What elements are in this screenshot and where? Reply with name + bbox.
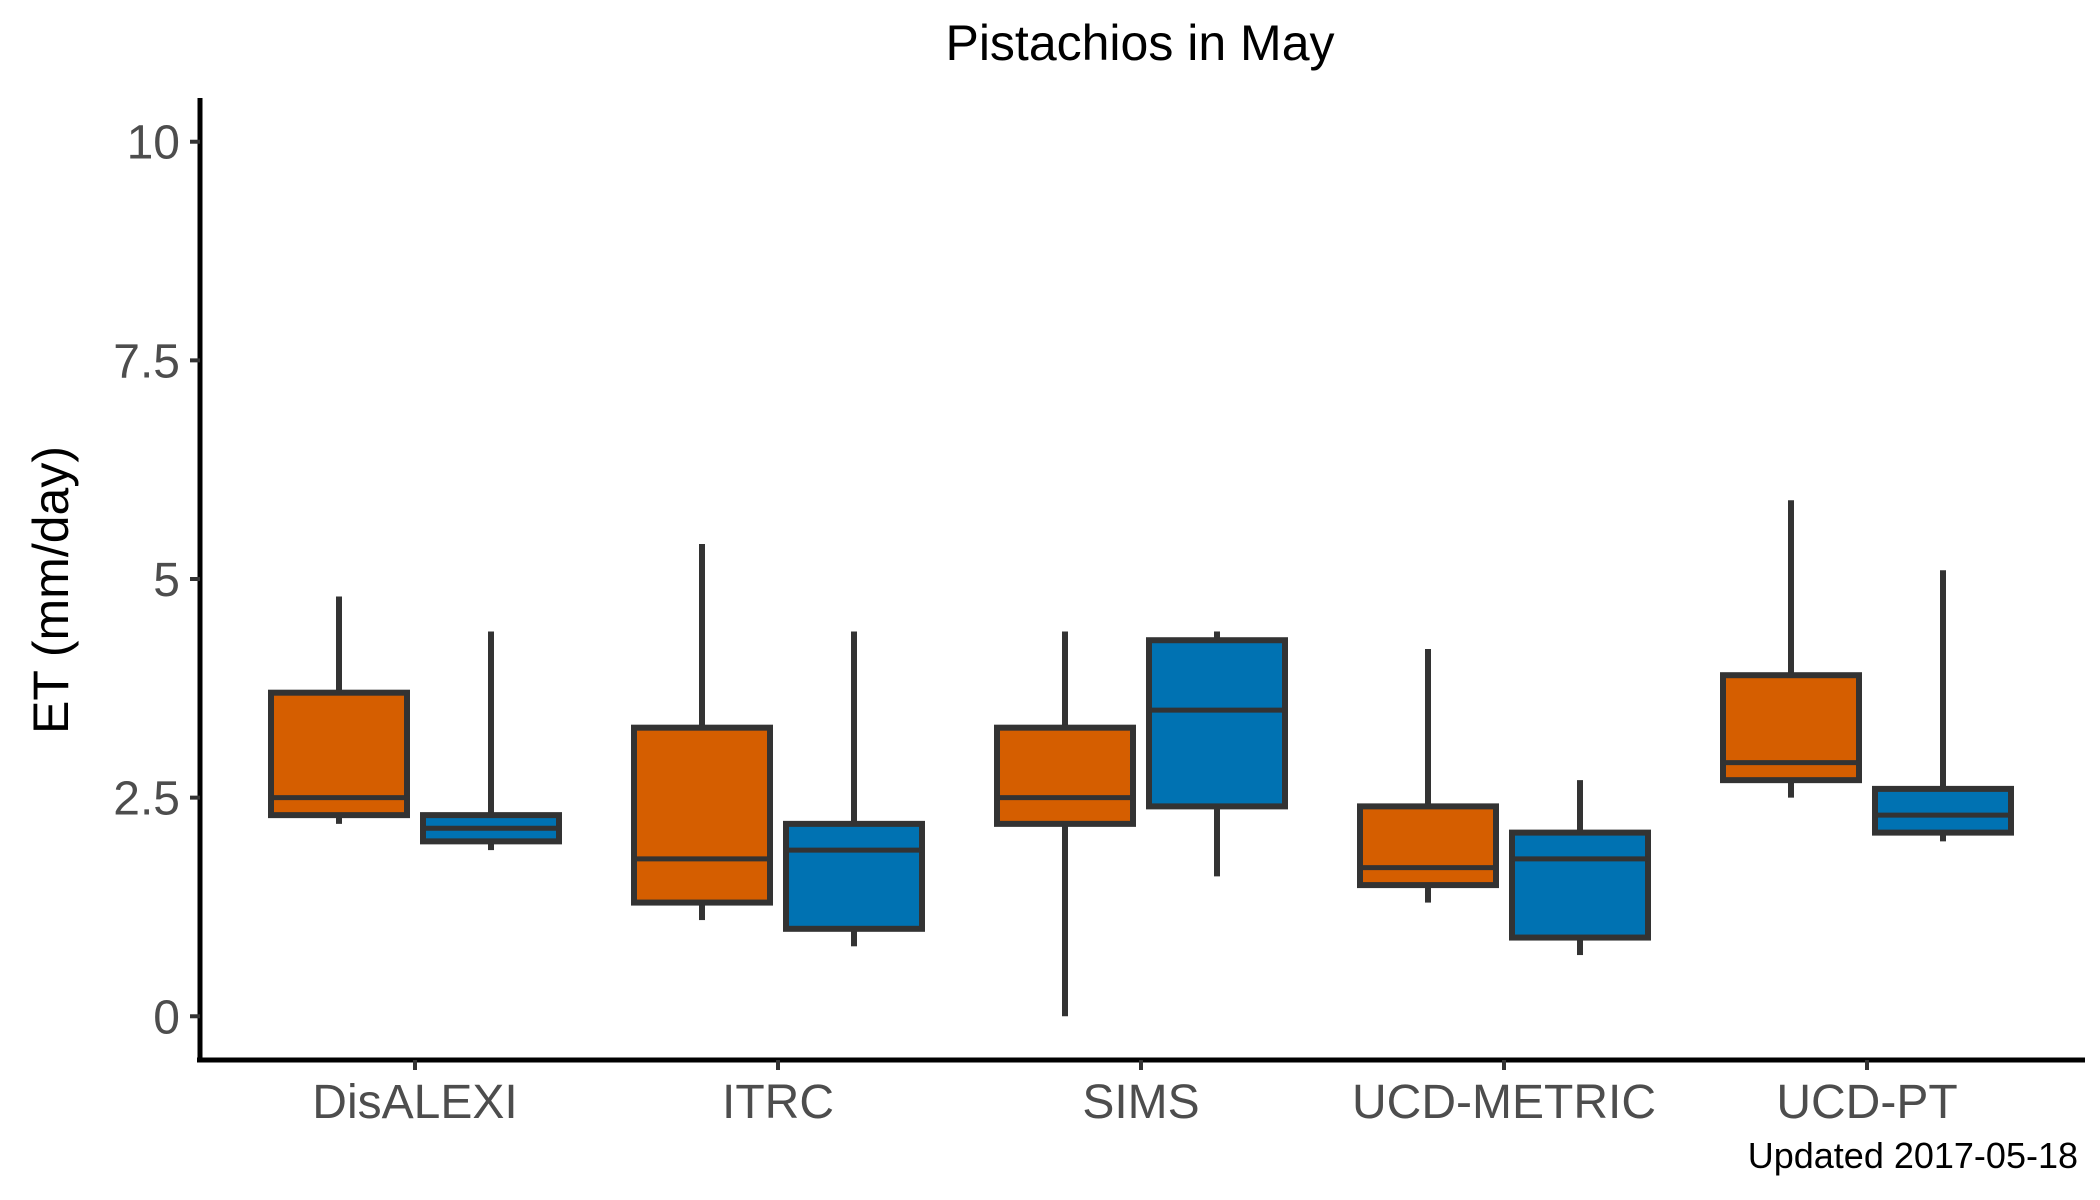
box: [1146, 637, 1288, 810]
box: [1357, 803, 1499, 889]
box-group: [1357, 648, 1499, 903]
box-group: [1509, 780, 1651, 956]
box-group: [1720, 500, 1862, 798]
y-tick-label: 7.5: [113, 335, 180, 388]
y-tick-label: 10: [127, 117, 180, 170]
box-group: [420, 631, 562, 851]
box: [1509, 829, 1651, 941]
chart-title: Pistachios in May: [945, 15, 1334, 71]
box: [631, 724, 773, 906]
y-axis-label: ET (mm/day): [23, 446, 79, 734]
box: [1872, 785, 2014, 836]
x-tick-label: DisALEXI: [312, 1076, 517, 1129]
y-tick-label: 0: [153, 991, 180, 1044]
updated-caption: Updated 2017-05-18: [1748, 1135, 2078, 1176]
plot-area: [268, 500, 2014, 1017]
box: [268, 689, 410, 819]
x-tick-label: ITRC: [722, 1076, 834, 1129]
y-tick-label: 5: [153, 554, 180, 607]
y-tick-label: 2.5: [113, 773, 180, 826]
x-tick-label: SIMS: [1082, 1076, 1199, 1129]
x-tick-label: UCD-METRIC: [1352, 1076, 1656, 1129]
box-group: [1146, 631, 1288, 877]
x-tick-label: UCD-PT: [1776, 1076, 1957, 1129]
box-group: [1872, 570, 2014, 842]
box-group: [783, 631, 925, 947]
box-group: [994, 631, 1136, 1017]
box: [994, 724, 1136, 827]
box-group: [268, 596, 410, 824]
box-group: [631, 544, 773, 921]
box: [783, 820, 925, 932]
x-ticks: DisALEXI ITRC SIMS UCD-METRIC UCD-PT: [312, 1060, 1958, 1129]
y-ticks: 0 2.5 5 7.5 10: [113, 117, 200, 1044]
